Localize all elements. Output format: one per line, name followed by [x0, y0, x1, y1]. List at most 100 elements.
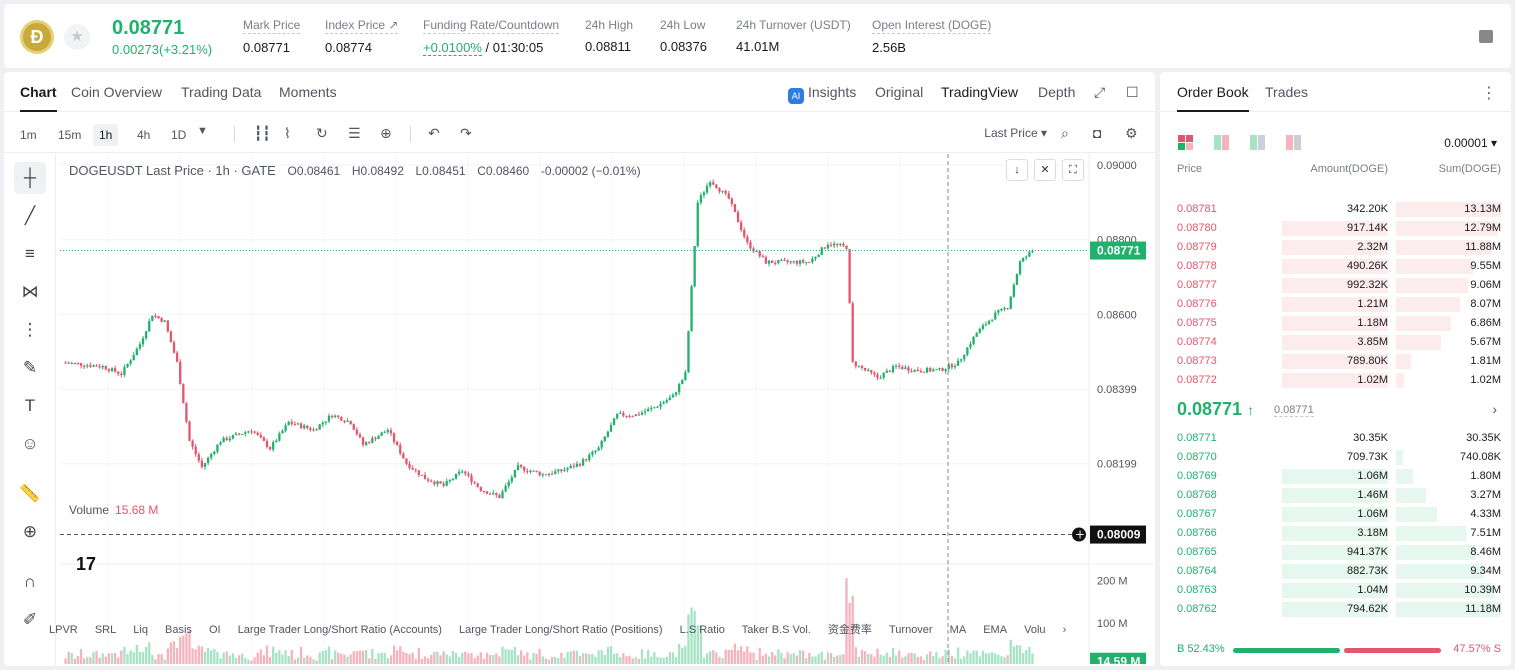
tab-coin-overview[interactable]: Coin Overview — [71, 84, 163, 100]
mode-bids-icon[interactable] — [1250, 135, 1266, 151]
bid-row[interactable]: 0.08765 941.37K 8.46M — [1160, 543, 1511, 562]
mode-split-icon[interactable] — [1214, 135, 1230, 151]
replay-icon[interactable]: ↻ — [316, 125, 328, 141]
ask-row[interactable]: 0.08779 2.32M 11.88M — [1160, 238, 1511, 257]
indicator-basis[interactable]: Basis — [165, 624, 192, 636]
favorite-star-icon[interactable]: ★ — [64, 24, 90, 50]
brush-icon[interactable]: ✎ — [22, 358, 38, 377]
trendline-icon[interactable]: ╱ — [24, 206, 36, 225]
stat-mark-price[interactable]: Mark Price 0.08771 — [243, 18, 301, 55]
redo-icon[interactable]: ↷ — [460, 125, 472, 141]
fullscreen-icon[interactable]: ⛶ — [1062, 159, 1084, 181]
timeframe-1m[interactable]: 1m — [20, 128, 37, 142]
ask-row[interactable]: 0.08780 917.14K 12.79M — [1160, 219, 1511, 238]
scroll-down-icon[interactable]: ↓ — [1006, 159, 1028, 181]
ask-row[interactable]: 0.08772 1.02M 1.02M — [1160, 371, 1511, 390]
fib-icon[interactable]: ⋮ — [21, 320, 39, 339]
indicator-ma[interactable]: MA — [949, 624, 967, 636]
undo-icon[interactable]: ↶ — [428, 125, 440, 141]
more-options-icon[interactable]: ⋮ — [1481, 85, 1497, 102]
indicators-icon[interactable]: ⌇ — [284, 125, 291, 141]
candle-body — [417, 470, 420, 475]
zoom-in-icon[interactable]: ⊕ — [22, 522, 38, 541]
pattern-icon[interactable]: ⋈ — [21, 282, 39, 301]
indicator-ema[interactable]: EMA — [983, 624, 1008, 636]
pencil-lock-icon[interactable]: ✐ — [22, 610, 38, 629]
indicator-next-icon[interactable]: › — [1062, 624, 1067, 636]
indicator-funding-rate[interactable]: 资金费率 — [827, 624, 872, 636]
indicator-ltlsr-positions[interactable]: Large Trader Long/Short Ratio (Positions… — [458, 624, 663, 636]
ask-row[interactable]: 0.08778 490.26K 9.55M — [1160, 257, 1511, 276]
indicator-volume[interactable]: Volu — [1024, 624, 1046, 636]
stat-index-price[interactable]: Index Price ↗ 0.08774 — [325, 18, 399, 55]
ask-row[interactable]: 0.08774 3.85M 5.67M — [1160, 333, 1511, 352]
mode-both-icon[interactable] — [1178, 135, 1194, 151]
camera-icon[interactable]: ◘ — [1093, 125, 1102, 141]
collapse-icon[interactable]: ✕ — [1034, 159, 1056, 181]
add-alert-icon[interactable]: ⊕ — [380, 125, 392, 141]
indicator-turnover[interactable]: Turnover — [888, 624, 933, 636]
tab-order-book[interactable]: Order Book — [1177, 84, 1249, 112]
indicator-ls-ratio[interactable]: L.S Ratio — [679, 624, 725, 636]
indicator-liq[interactable]: Liq — [133, 624, 148, 636]
bid-row[interactable]: 0.08763 1.04M 10.39M — [1160, 581, 1511, 600]
timeframe-1h[interactable]: 1h — [93, 124, 119, 146]
volume-bar — [941, 656, 944, 664]
text-tool-icon[interactable]: T — [24, 396, 36, 415]
emoji-icon[interactable]: ☺ — [21, 434, 39, 453]
ask-row[interactable]: 0.08776 1.21M 8.07M — [1160, 295, 1511, 314]
precision-select[interactable]: 0.00001 ▾ — [1444, 136, 1497, 150]
ruler-icon[interactable]: 📏 — [19, 484, 41, 503]
indicator-oi[interactable]: OI — [209, 624, 221, 636]
timeframe-15m[interactable]: 15m — [58, 128, 82, 142]
search-icon[interactable]: ⌕ — [1061, 125, 1069, 141]
volume-bar — [712, 649, 715, 664]
bid-row[interactable]: 0.08771 30.35K 30.35K — [1160, 429, 1511, 448]
window-icon[interactable]: ☐ — [1126, 84, 1139, 100]
timeframe-dropdown-icon[interactable]: ▼ — [197, 125, 208, 137]
bid-row[interactable]: 0.08769 1.06M 1.80M — [1160, 467, 1511, 486]
timeframe-4h[interactable]: 4h — [137, 128, 151, 142]
bid-row[interactable]: 0.08764 882.73K 9.34M — [1160, 562, 1511, 581]
last-price-select[interactable]: Last Price ▾ — [984, 126, 1047, 140]
ask-row[interactable]: 0.08781 342.20K 13.13M — [1160, 200, 1511, 219]
indicator-srl[interactable]: SRL — [94, 624, 117, 636]
horizontal-lines-icon[interactable]: ≡ — [25, 244, 35, 263]
indicator-lpvr[interactable]: LPVR — [49, 624, 78, 636]
ask-row[interactable]: 0.08773 789.80K 1.81M — [1160, 352, 1511, 371]
templates-icon[interactable]: ☰ — [348, 125, 361, 141]
ask-row[interactable]: 0.08777 992.32K 9.06M — [1160, 276, 1511, 295]
ask-row[interactable]: 0.08775 1.18M 6.86M — [1160, 314, 1511, 333]
expand-icon[interactable]: ⤢ — [1094, 84, 1106, 100]
timeframe-1d[interactable]: 1D — [171, 128, 187, 142]
tab-moments[interactable]: Moments — [279, 84, 337, 100]
stat-open-interest[interactable]: Open Interest (DOGE) 2.56B — [872, 18, 992, 55]
bid-row[interactable]: 0.08762 794.62K 11.18M — [1160, 600, 1511, 619]
mode-asks-icon[interactable] — [1286, 135, 1302, 151]
volume-bar — [439, 655, 442, 664]
settings-gear-icon[interactable]: ⚙ — [1125, 125, 1138, 141]
indicator-ltlsr-accounts[interactable]: Large Trader Long/Short Ratio (Accounts) — [237, 624, 442, 636]
insights-button[interactable]: AI Insights — [788, 84, 856, 104]
candle-body — [234, 433, 238, 436]
view-tradingview[interactable]: TradingView — [941, 84, 1019, 100]
book-icon[interactable] — [1479, 30, 1493, 43]
crosshair-icon[interactable]: ┼ — [14, 162, 46, 194]
tab-trades[interactable]: Trades — [1265, 84, 1309, 100]
magnet-icon[interactable]: ∩ — [23, 572, 37, 591]
view-original[interactable]: Original — [875, 84, 924, 100]
bid-row[interactable]: 0.08767 1.06M 4.33M — [1160, 505, 1511, 524]
stat-funding-rate[interactable]: Funding Rate/Countdown +0.0100% / 01:30:… — [423, 18, 560, 56]
tab-trading-data[interactable]: Trading Data — [181, 84, 262, 100]
view-depth[interactable]: Depth — [1038, 84, 1076, 100]
indicator-taker-bs-vol[interactable]: Taker B.S Vol. — [741, 624, 811, 636]
bid-row[interactable]: 0.08766 3.18M 7.51M — [1160, 524, 1511, 543]
volume-bar — [151, 655, 154, 664]
candle-body — [560, 469, 563, 472]
bid-row[interactable]: 0.08770 709.73K 740.08K — [1160, 448, 1511, 467]
chevron-right-icon[interactable]: › — [1492, 401, 1497, 417]
candle-type-icon[interactable]: ┇┇ — [254, 125, 271, 141]
bid-row[interactable]: 0.08768 1.46M 3.27M — [1160, 486, 1511, 505]
tab-chart[interactable]: Chart — [20, 84, 57, 112]
